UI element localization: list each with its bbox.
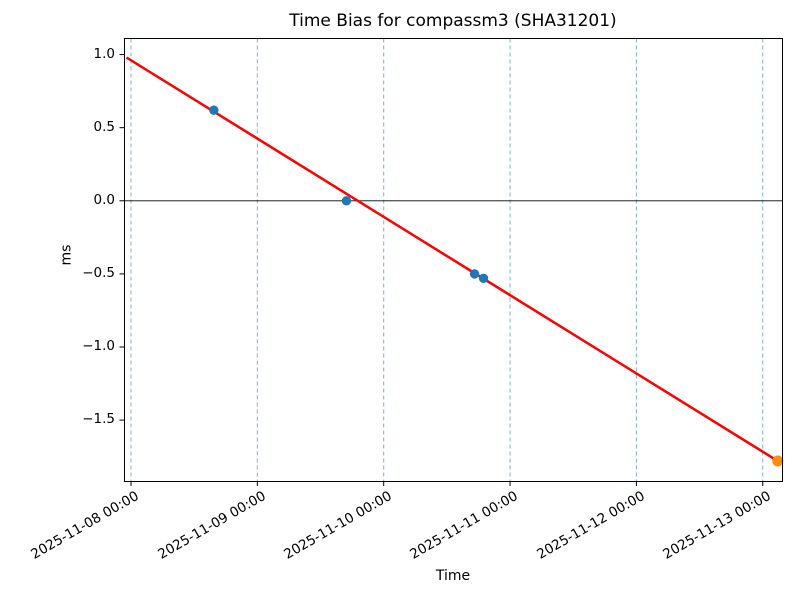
bias-measurements-marker [469,269,480,279]
y-tick-label: 0.0 [93,191,115,208]
bias-measurements-marker [478,273,489,283]
y-tick-label: −1.0 [82,337,115,354]
bias-measurements-marker [341,196,352,206]
y-tick-label: −0.5 [82,264,115,281]
x-axis-label: Time [435,568,471,584]
latest-bias-point-marker [772,455,784,467]
y-tick-label: 1.0 [93,45,115,62]
linear-fit-line [125,56,779,463]
chart-title: Time Bias for compassm3 (SHA31201) [289,11,617,31]
y-tick-label: 0.5 [93,118,115,135]
plot-border [124,38,783,482]
y-tick-label: −1.5 [82,411,115,428]
bias-measurements-marker [209,105,219,115]
